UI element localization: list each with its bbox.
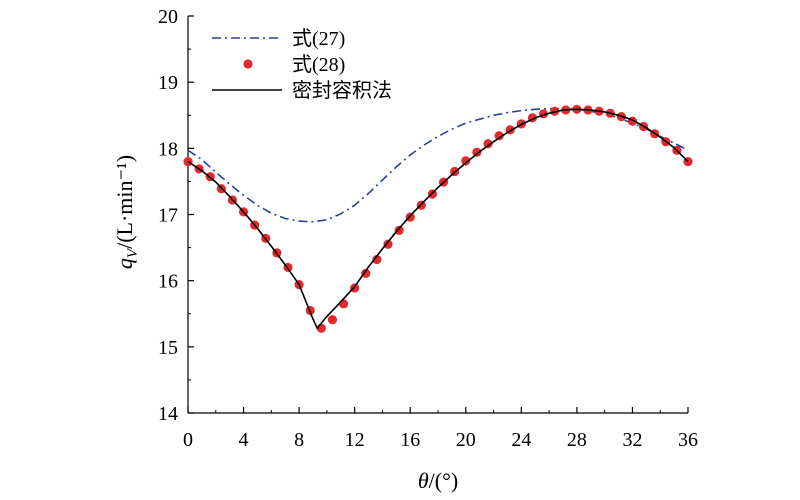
y-tick-label: 17 xyxy=(158,205,178,227)
data-point-eq28 xyxy=(327,315,338,325)
plot-frame xyxy=(187,16,688,414)
x-tick-label: 0 xyxy=(183,429,193,451)
data-point-eq28 xyxy=(472,147,482,157)
x-tick-label: 24 xyxy=(511,429,531,451)
x-tick-label: 12 xyxy=(345,429,365,451)
x-tick-label: 20 xyxy=(456,429,476,451)
data-point-eq28 xyxy=(483,139,493,149)
data-point-eq28 xyxy=(394,225,404,235)
x-tick-label: 8 xyxy=(294,429,304,451)
data-point-eq28 xyxy=(383,239,393,249)
y-axis: 14 15 16 17 18 19 20 xyxy=(158,6,194,425)
series-layer xyxy=(183,104,693,333)
x-tick-label: 16 xyxy=(400,429,420,451)
data-point-eq28 xyxy=(372,254,382,265)
x-axis: 0 4 8 12 16 20 24 28 32 36 xyxy=(183,407,698,451)
x-tick-label: 4 xyxy=(239,429,249,451)
series-line-eq27 xyxy=(187,107,689,223)
y-tick-label: 16 xyxy=(158,271,178,293)
x-tick-label: 36 xyxy=(678,429,698,451)
data-point-eq28 xyxy=(494,131,504,141)
series-line-sealed-volume xyxy=(187,108,689,330)
y-axis-title: qV/(L·min⁻¹) xyxy=(112,155,141,269)
y-tick-label: 19 xyxy=(158,72,178,94)
data-point-eq28 xyxy=(183,156,193,167)
y-tick-label: 14 xyxy=(158,403,178,425)
data-point-eq28 xyxy=(461,156,471,166)
x-tick-label: 32 xyxy=(622,429,642,451)
y-tick-label: 20 xyxy=(158,6,178,28)
data-point-eq28 xyxy=(338,299,349,309)
y-tick-label: 15 xyxy=(158,337,178,359)
legend-label: 密封容积法 xyxy=(292,79,392,102)
data-point-eq28 xyxy=(361,268,371,278)
legend-label: 式(28) xyxy=(292,53,345,76)
legend: 式(27) 式(28) 密封容积法 xyxy=(212,27,392,102)
x-tick-label: 28 xyxy=(567,429,587,451)
y-tick-label: 18 xyxy=(158,138,178,160)
legend-marker-eq28 xyxy=(243,59,253,69)
x-axis-title: θ/(°) xyxy=(418,468,458,493)
legend-label: 式(27) xyxy=(292,27,345,50)
